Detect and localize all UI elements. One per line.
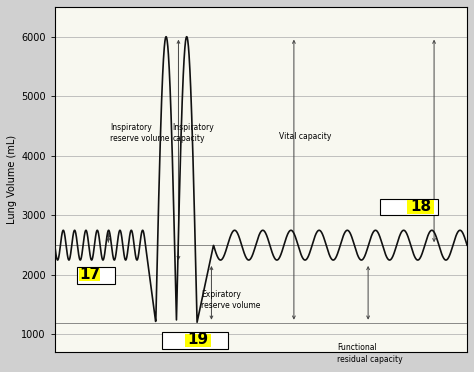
Bar <box>381 199 438 215</box>
Bar <box>185 334 211 347</box>
Text: Vital capacity: Vital capacity <box>280 132 332 141</box>
Text: 18: 18 <box>410 199 431 214</box>
Text: 17: 17 <box>79 267 100 282</box>
Bar <box>79 268 100 282</box>
Text: Functional
residual capacity: Functional residual capacity <box>337 343 403 363</box>
Text: Inspiratory
capacity: Inspiratory capacity <box>172 123 214 143</box>
Bar <box>407 201 434 214</box>
Y-axis label: Lung Volume (mL): Lung Volume (mL) <box>7 135 17 224</box>
Text: Inspiratory
reserve volume: Inspiratory reserve volume <box>110 123 170 143</box>
Text: Expiratory
reserve volume: Expiratory reserve volume <box>201 290 261 310</box>
Text: 19: 19 <box>188 332 209 347</box>
Bar <box>77 267 115 284</box>
Bar <box>162 332 228 349</box>
